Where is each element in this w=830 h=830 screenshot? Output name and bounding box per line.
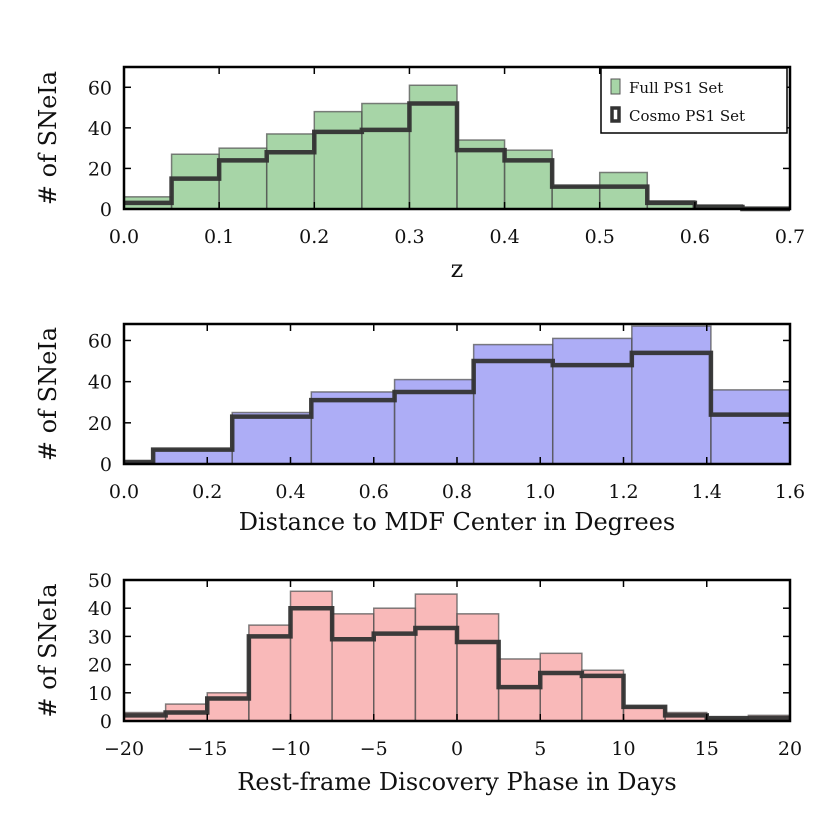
bar-full-5 bbox=[313, 110, 363, 210]
bar-full-12 bbox=[581, 669, 625, 722]
y-axis-label: # of SNeIa bbox=[34, 327, 62, 461]
bar-full-9 bbox=[710, 389, 791, 465]
bar-full-9 bbox=[456, 613, 500, 722]
y-tick-label: 50 bbox=[88, 570, 112, 592]
bar-full-8 bbox=[414, 593, 458, 722]
x-tick-label: 0.5 bbox=[585, 226, 615, 248]
x-tick-label: 0.4 bbox=[275, 481, 305, 503]
x-tick-label: 0 bbox=[451, 738, 463, 760]
x-tick-label: 1.4 bbox=[692, 481, 722, 503]
legend-label: Cosmo PS1 Set bbox=[629, 107, 745, 125]
y-tick-label: 40 bbox=[88, 372, 112, 394]
y-tick-label: 10 bbox=[88, 683, 112, 705]
bar-full-10 bbox=[497, 658, 541, 722]
x-tick-label: 0.1 bbox=[204, 226, 234, 248]
bar-full-6 bbox=[361, 102, 411, 210]
bar-full-7 bbox=[373, 607, 417, 722]
x-tick-label: 10 bbox=[611, 738, 635, 760]
x-axis-label: Rest-frame Discovery Phase in Days bbox=[237, 768, 676, 796]
x-tick-label: 0.6 bbox=[359, 481, 389, 503]
y-tick-label: 20 bbox=[88, 413, 112, 435]
bar-full-8 bbox=[631, 325, 712, 465]
y-axis-label: # of SNeIa bbox=[34, 583, 62, 717]
x-tick-label: 0.6 bbox=[680, 226, 710, 248]
x-tick-label: −10 bbox=[270, 738, 310, 760]
bar-full-6 bbox=[331, 613, 375, 722]
x-tick-label: 15 bbox=[695, 738, 719, 760]
y-tick-label: 20 bbox=[88, 655, 112, 677]
step-line-cosmo bbox=[124, 350, 790, 465]
bar-full-2 bbox=[170, 153, 220, 210]
y-tick-label: 30 bbox=[88, 626, 112, 648]
bar-full-3 bbox=[231, 411, 313, 465]
x-tick-label: 0.4 bbox=[489, 226, 519, 248]
y-tick-label: 60 bbox=[88, 330, 112, 352]
x-tick-label: 1.0 bbox=[525, 481, 555, 503]
x-tick-label: 1.6 bbox=[775, 481, 805, 503]
bar-full-11 bbox=[598, 171, 649, 210]
panel-discovery-phase: −20 −15 −10 −5 0 5 10 15 20 0 10 20 30 40 50 Rest-frame… bbox=[34, 570, 802, 796]
x-tick-label: −20 bbox=[104, 738, 144, 760]
x-tick-label: 0.2 bbox=[299, 226, 329, 248]
bar-full-7 bbox=[408, 84, 458, 210]
x-tick-label: −15 bbox=[187, 738, 227, 760]
legend-swatch-cosmo bbox=[610, 106, 621, 123]
y-tick-label: 60 bbox=[88, 77, 112, 99]
legend-box bbox=[600, 67, 788, 134]
panel-redshift: 0.0 0.1 0.2 0.3 0.4 0.5 0.6 0.7 0 20 40 60 z # of SNe… bbox=[34, 65, 805, 283]
y-tick-label: 40 bbox=[88, 598, 112, 620]
x-tick-label: 0.8 bbox=[442, 481, 472, 503]
step-line-cosmo bbox=[124, 605, 790, 721]
bar-full-10 bbox=[551, 185, 601, 210]
y-tick-label: 20 bbox=[88, 158, 112, 180]
x-tick-label: 0.2 bbox=[192, 481, 222, 503]
x-tick-label: 5 bbox=[534, 738, 546, 760]
x-tick-label: 0.7 bbox=[775, 226, 805, 248]
bar-full-4 bbox=[265, 133, 316, 210]
step-line-cosmo bbox=[124, 101, 790, 212]
bar-full-4 bbox=[310, 391, 396, 465]
bar-full-11 bbox=[539, 652, 583, 722]
bar-full-7 bbox=[551, 337, 633, 465]
x-tick-label: 1.2 bbox=[608, 481, 638, 503]
x-axis-label: z bbox=[451, 255, 464, 283]
y-tick-label: 0 bbox=[100, 199, 112, 221]
x-tick-label: 20 bbox=[778, 738, 802, 760]
y-tick-label: 0 bbox=[100, 711, 112, 733]
legend: Full PS1 Set Cosmo PS1 Set bbox=[600, 67, 788, 134]
panel-mdf-distance: 0.0 0.2 0.4 0.6 0.8 1.0 1.2 1.4 1.6 0 20 40 60 Distan… bbox=[34, 322, 805, 536]
x-tick-label: 0.0 bbox=[109, 226, 139, 248]
y-tick-label: 0 bbox=[100, 454, 112, 476]
bar-full-4 bbox=[248, 624, 292, 722]
x-tick-label: 0.3 bbox=[394, 226, 424, 248]
y-axis-label: # of SNeIa bbox=[34, 71, 62, 205]
x-tick-label: −5 bbox=[360, 738, 388, 760]
x-tick-label: 0.0 bbox=[109, 481, 139, 503]
y-tick-label: 40 bbox=[88, 118, 112, 140]
bar-full-3 bbox=[218, 147, 268, 210]
legend-label: Full PS1 Set bbox=[629, 79, 723, 97]
axes-frame bbox=[122, 65, 792, 211]
legend-swatch-full bbox=[610, 78, 621, 95]
x-axis-label: Distance to MDF Center in Degrees bbox=[239, 508, 675, 536]
bar-full-5 bbox=[289, 590, 333, 722]
